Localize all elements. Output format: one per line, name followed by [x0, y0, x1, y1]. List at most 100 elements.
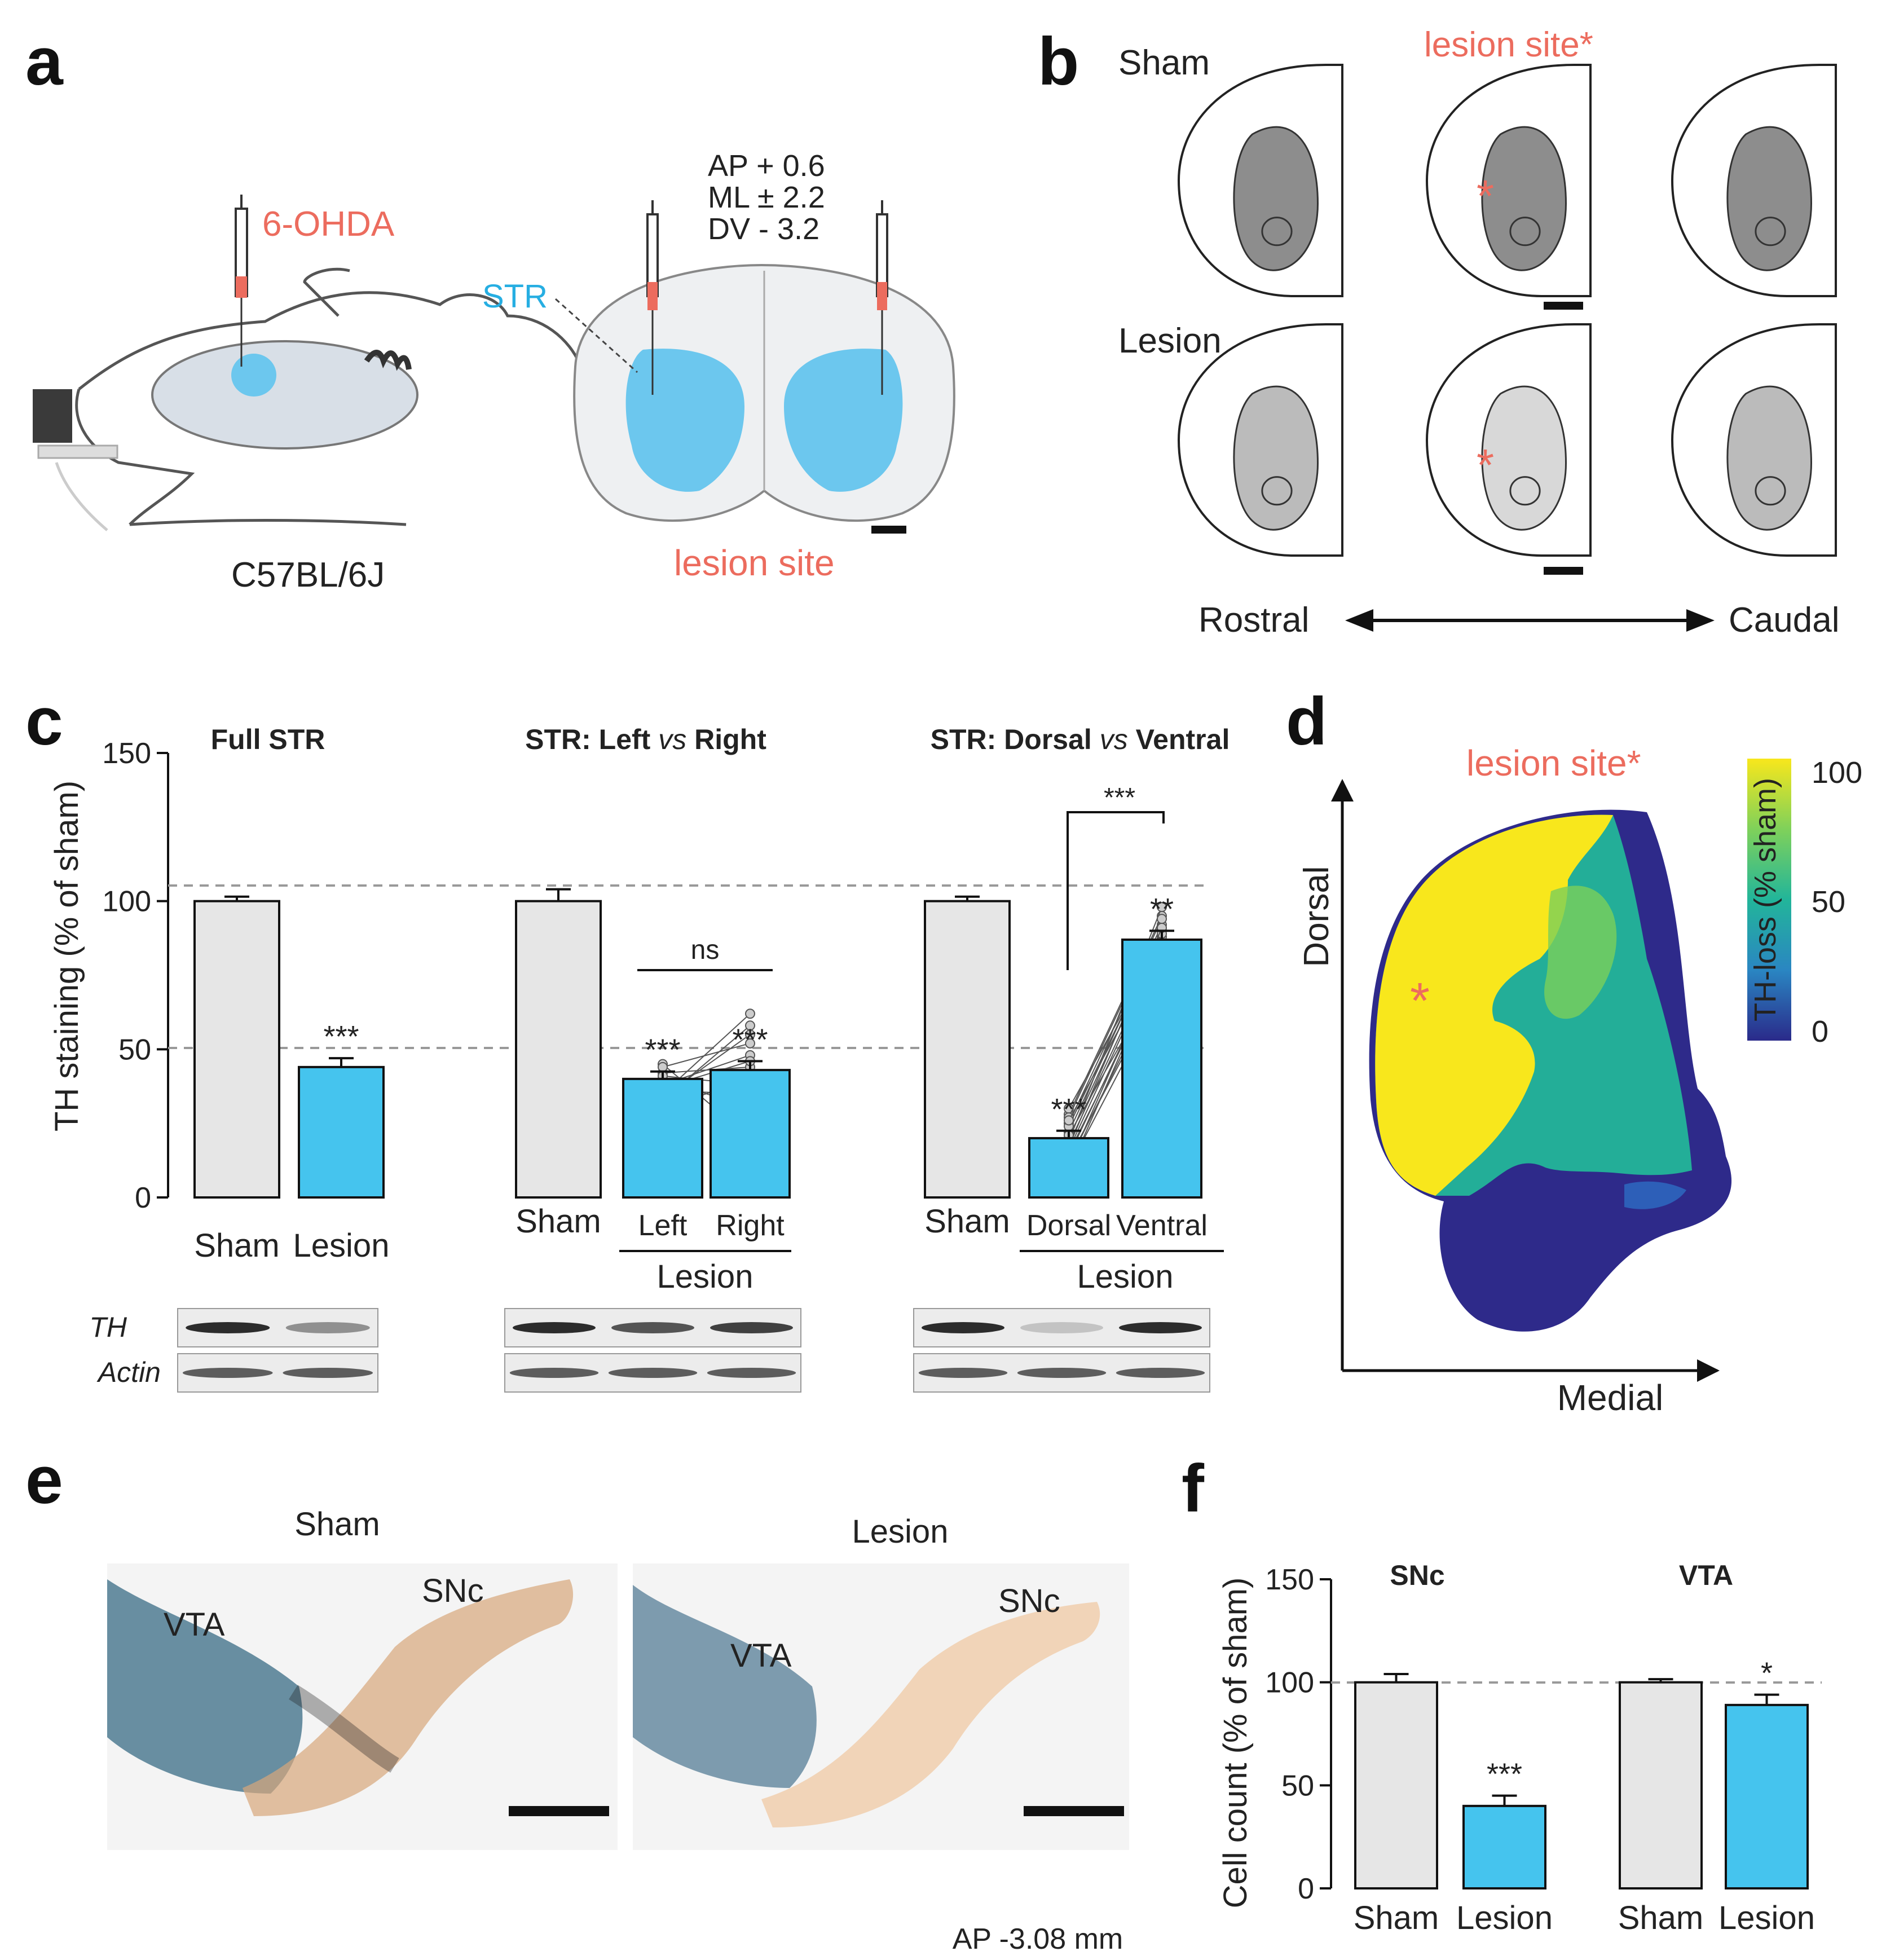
cbar-tick-100: 100	[1812, 756, 1862, 790]
row-label-lesion: Lesion	[1118, 321, 1222, 360]
scale-bar-b2	[1544, 567, 1583, 575]
dv-bracket	[1067, 811, 1165, 970]
f-bar-snc-sham	[1354, 1681, 1438, 1890]
scale-bar-a	[871, 526, 906, 534]
c-star-1-right: ***	[732, 1023, 768, 1056]
cbar-label: TH-loss (% sham)	[1748, 778, 1782, 1021]
f-cat-vta-sham: Sham	[1618, 1900, 1704, 1936]
brain-sections	[1177, 64, 1837, 557]
c-cat-2-sham: Sham	[924, 1203, 1010, 1240]
injectant-label: 6-OHDA	[262, 205, 395, 244]
dv-bracket-label: ***	[1104, 783, 1135, 813]
lesion-site-label-d: lesion site*	[1466, 743, 1641, 783]
coord-ml: ML ± 2.2	[708, 180, 825, 214]
f-ytick-100: 100	[1265, 1667, 1314, 1699]
panel-c: c TH staining (% of sham) 0 50 100 150 Full…	[25, 684, 1230, 1393]
c-ytick-100: 100	[102, 886, 151, 918]
ns-label: ns	[691, 935, 720, 965]
e-ap-label: AP -3.08 mm	[953, 1923, 1123, 1955]
asterisk-lesion: *	[1477, 440, 1494, 490]
brain-section-lesion-2	[1425, 323, 1592, 557]
f-ytick-0: 0	[1298, 1873, 1314, 1905]
lesion-site-label-b: lesion site*	[1424, 25, 1593, 64]
scale-bar-e1	[509, 1806, 609, 1816]
c-star-2-ventral: **	[1150, 892, 1174, 926]
c-bar-0-sham	[193, 900, 280, 1199]
asterisk-sham: *	[1477, 171, 1494, 221]
c-bar-1-right	[710, 1069, 791, 1199]
scale-bar-e2	[1024, 1806, 1124, 1816]
brain-section-lesion-3	[1671, 323, 1837, 557]
panel-label-e: e	[25, 1442, 63, 1518]
group-label-lesion-2: Lesion	[1077, 1258, 1174, 1295]
blot-label-th: TH	[89, 1311, 127, 1343]
panel-label-b: b	[1038, 24, 1079, 99]
asterisk-d: *	[1410, 973, 1430, 1029]
brain-section-sham-2	[1425, 64, 1592, 297]
f-yticks: 0 50 100 150	[1265, 1563, 1331, 1905]
f-star-snc-lesion: ***	[1487, 1758, 1522, 1791]
c-cat-0-sham: Sham	[194, 1227, 280, 1264]
panel-label-c: c	[25, 684, 63, 759]
coronal-section	[573, 263, 955, 522]
c-bar-0-lesion	[298, 1065, 385, 1199]
d-x-label: Medial	[1557, 1377, 1664, 1418]
brain-section-sham-1	[1177, 64, 1343, 297]
coord-dv: DV - 3.2	[708, 212, 819, 246]
panel-label-d: d	[1286, 684, 1327, 759]
blot-label-actin: Actin	[96, 1356, 161, 1388]
e-snc-lesion: SNc	[998, 1583, 1060, 1619]
c-cat-2-dorsal: Dorsal	[1026, 1209, 1111, 1242]
colorbar	[1747, 759, 1791, 1041]
c-ytick-150: 150	[102, 737, 151, 770]
c-cat-1-left: Left	[638, 1209, 688, 1242]
str-label: STR	[482, 278, 548, 315]
f-ylabel: Cell count (% of sham)	[1217, 1578, 1254, 1909]
cbar-tick-0: 0	[1812, 1015, 1828, 1049]
c-ytick-50: 50	[118, 1033, 151, 1066]
row-label-sham: Sham	[1118, 43, 1210, 82]
f-cat-snc-lesion: Lesion	[1456, 1900, 1553, 1936]
panel-d: d lesion site* Dorsal Medial * 100 50 0 …	[1286, 684, 1862, 1418]
panel-label-a: a	[25, 24, 64, 99]
c-bar-2-sham	[924, 900, 1011, 1199]
d-y-label: Dorsal	[1297, 866, 1336, 967]
c-yticks: 0 50 100 150	[102, 737, 168, 1214]
f-star-vta-lesion: *	[1761, 1657, 1773, 1690]
f-title-snc: SNc	[1390, 1560, 1444, 1591]
e-vta-sham: VTA	[164, 1606, 225, 1643]
micrograph-sham	[107, 1563, 618, 1850]
panel-a: a 6-OHDA	[25, 24, 955, 594]
panel-f: f Cell count (% of sham) 0 50 100 150 SNc V…	[1182, 1451, 1822, 1936]
c-cat-2-ventral: Ventral	[1116, 1209, 1208, 1242]
c-title-left-right: STR: Left vs Right	[525, 724, 766, 755]
f-title-vta: VTA	[1679, 1560, 1733, 1591]
f-ytick-150: 150	[1265, 1563, 1314, 1596]
c-title-full-str: Full STR	[211, 724, 325, 755]
c-ylabel: TH staining (% of sham)	[49, 781, 85, 1131]
panel-b: b Sham lesion site* Lesion * * Rostral C…	[1038, 24, 1839, 640]
panel-label-f: f	[1182, 1451, 1205, 1526]
rostral-label: Rostral	[1198, 601, 1309, 640]
micrograph-lesion	[633, 1563, 1129, 1850]
f-bar-vta-sham	[1619, 1681, 1703, 1890]
e-title-sham: Sham	[294, 1506, 380, 1543]
e-snc-sham: SNc	[422, 1573, 484, 1609]
c-ytick-0: 0	[135, 1182, 151, 1214]
e-vta-lesion: VTA	[730, 1637, 792, 1674]
f-ytick-50: 50	[1281, 1769, 1314, 1802]
c-bar-2-ventral	[1121, 938, 1202, 1199]
brain-section-sham-3	[1671, 64, 1837, 297]
c-bar-1-left	[622, 1077, 703, 1199]
coord-ap: AP + 0.6	[708, 149, 825, 183]
c-bars: Sham *** Lesion Sham *** Left *** Right Sham *** D…	[193, 888, 1208, 1264]
f-bar-snc-lesion	[1462, 1804, 1546, 1890]
caudal-label: Caudal	[1729, 601, 1839, 640]
scale-bar-b1	[1544, 302, 1583, 310]
c-cat-0-lesion: Lesion	[293, 1227, 390, 1264]
f-bars: Sham *** Lesion Sham * Lesion	[1354, 1657, 1815, 1936]
f-cat-snc-sham: Sham	[1354, 1900, 1439, 1936]
brain-section-lesion-1	[1177, 323, 1343, 557]
cbar-tick-50: 50	[1812, 885, 1845, 919]
